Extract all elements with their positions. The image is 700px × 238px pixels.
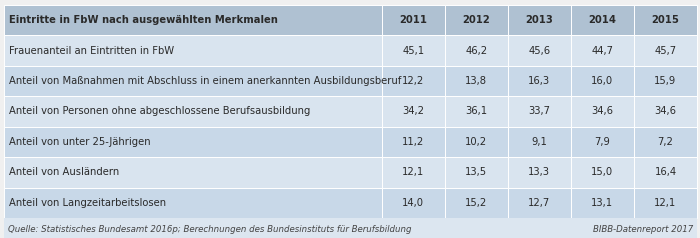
Text: Eintritte in FbW nach ausgewählten Merkmalen: Eintritte in FbW nach ausgewählten Merkm… [9,15,278,25]
Bar [634,5,697,35]
Bar [571,66,634,96]
Text: 2012: 2012 [463,15,490,25]
Text: 13,5: 13,5 [466,167,487,177]
Text: 9,1: 9,1 [531,137,547,147]
Bar [4,66,382,96]
Text: Anteil von Personen ohne abgeschlossene Berufsausbildung: Anteil von Personen ohne abgeschlossene … [9,106,310,116]
Text: 45,6: 45,6 [528,46,550,56]
Bar [4,218,697,238]
Text: 13,1: 13,1 [592,198,613,208]
Text: 45,7: 45,7 [654,46,676,56]
Text: Frauenanteil an Eintritten in FbW: Frauenanteil an Eintritten in FbW [9,46,174,56]
Bar [444,127,508,157]
Bar [444,66,508,96]
Bar [382,35,444,66]
Text: 16,0: 16,0 [592,76,613,86]
Bar [571,96,634,127]
Bar [571,157,634,188]
Text: 10,2: 10,2 [466,137,487,147]
Text: 11,2: 11,2 [402,137,424,147]
Bar [444,35,508,66]
Text: Anteil von unter 25-Jährigen: Anteil von unter 25-Jährigen [9,137,150,147]
Bar [508,96,571,127]
Bar [382,188,444,218]
Bar [382,127,444,157]
Text: 14,0: 14,0 [402,198,424,208]
Text: 2014: 2014 [589,15,617,25]
Bar [382,66,444,96]
Bar [382,96,444,127]
Text: Anteil von Maßnahmen mit Abschluss in einem anerkannten Ausbildungsberuf: Anteil von Maßnahmen mit Abschluss in ei… [9,76,401,86]
Text: Quelle: Statistisches Bundesamt 2016p; Berechnungen des Bundesinstituts für Beru: Quelle: Statistisches Bundesamt 2016p; B… [8,224,412,233]
Text: 16,4: 16,4 [654,167,676,177]
Bar [571,127,634,157]
Text: 12,1: 12,1 [654,198,677,208]
Text: 7,9: 7,9 [594,137,610,147]
Bar [4,188,382,218]
Bar [444,96,508,127]
Text: 46,2: 46,2 [466,46,487,56]
Bar [634,127,697,157]
Bar [634,188,697,218]
Bar [634,35,697,66]
Bar [634,96,697,127]
Text: 2011: 2011 [399,15,427,25]
Text: 15,9: 15,9 [654,76,677,86]
Text: Anteil von Langzeitarbeitslosen: Anteil von Langzeitarbeitslosen [9,198,166,208]
Text: 15,2: 15,2 [466,198,487,208]
Text: 34,6: 34,6 [654,106,676,116]
Text: 13,3: 13,3 [528,167,550,177]
Bar [508,157,571,188]
Text: 12,7: 12,7 [528,198,550,208]
Bar [444,188,508,218]
Bar [571,5,634,35]
Bar [4,35,382,66]
Text: 12,2: 12,2 [402,76,424,86]
Bar [382,5,444,35]
Bar [4,127,382,157]
Bar [4,96,382,127]
Text: Anteil von Ausländern: Anteil von Ausländern [9,167,119,177]
Bar [508,35,571,66]
Text: 36,1: 36,1 [466,106,487,116]
Bar [4,157,382,188]
Text: 12,1: 12,1 [402,167,424,177]
Text: 7,2: 7,2 [657,137,673,147]
Bar [508,188,571,218]
Bar [571,188,634,218]
Text: 2013: 2013 [526,15,553,25]
Bar [634,66,697,96]
Bar [508,127,571,157]
Text: 34,6: 34,6 [592,106,613,116]
Text: 45,1: 45,1 [402,46,424,56]
Text: 33,7: 33,7 [528,106,550,116]
Bar [4,5,382,35]
Bar [571,35,634,66]
Bar [508,66,571,96]
Bar [382,157,444,188]
Bar [444,157,508,188]
Bar [508,5,571,35]
Text: 2015: 2015 [652,15,680,25]
Text: 16,3: 16,3 [528,76,550,86]
Bar [444,5,508,35]
Text: 13,8: 13,8 [466,76,487,86]
Bar [634,157,697,188]
Text: 15,0: 15,0 [592,167,613,177]
Text: 44,7: 44,7 [592,46,613,56]
Text: BIBB-Datenreport 2017: BIBB-Datenreport 2017 [593,224,693,233]
Text: 34,2: 34,2 [402,106,424,116]
